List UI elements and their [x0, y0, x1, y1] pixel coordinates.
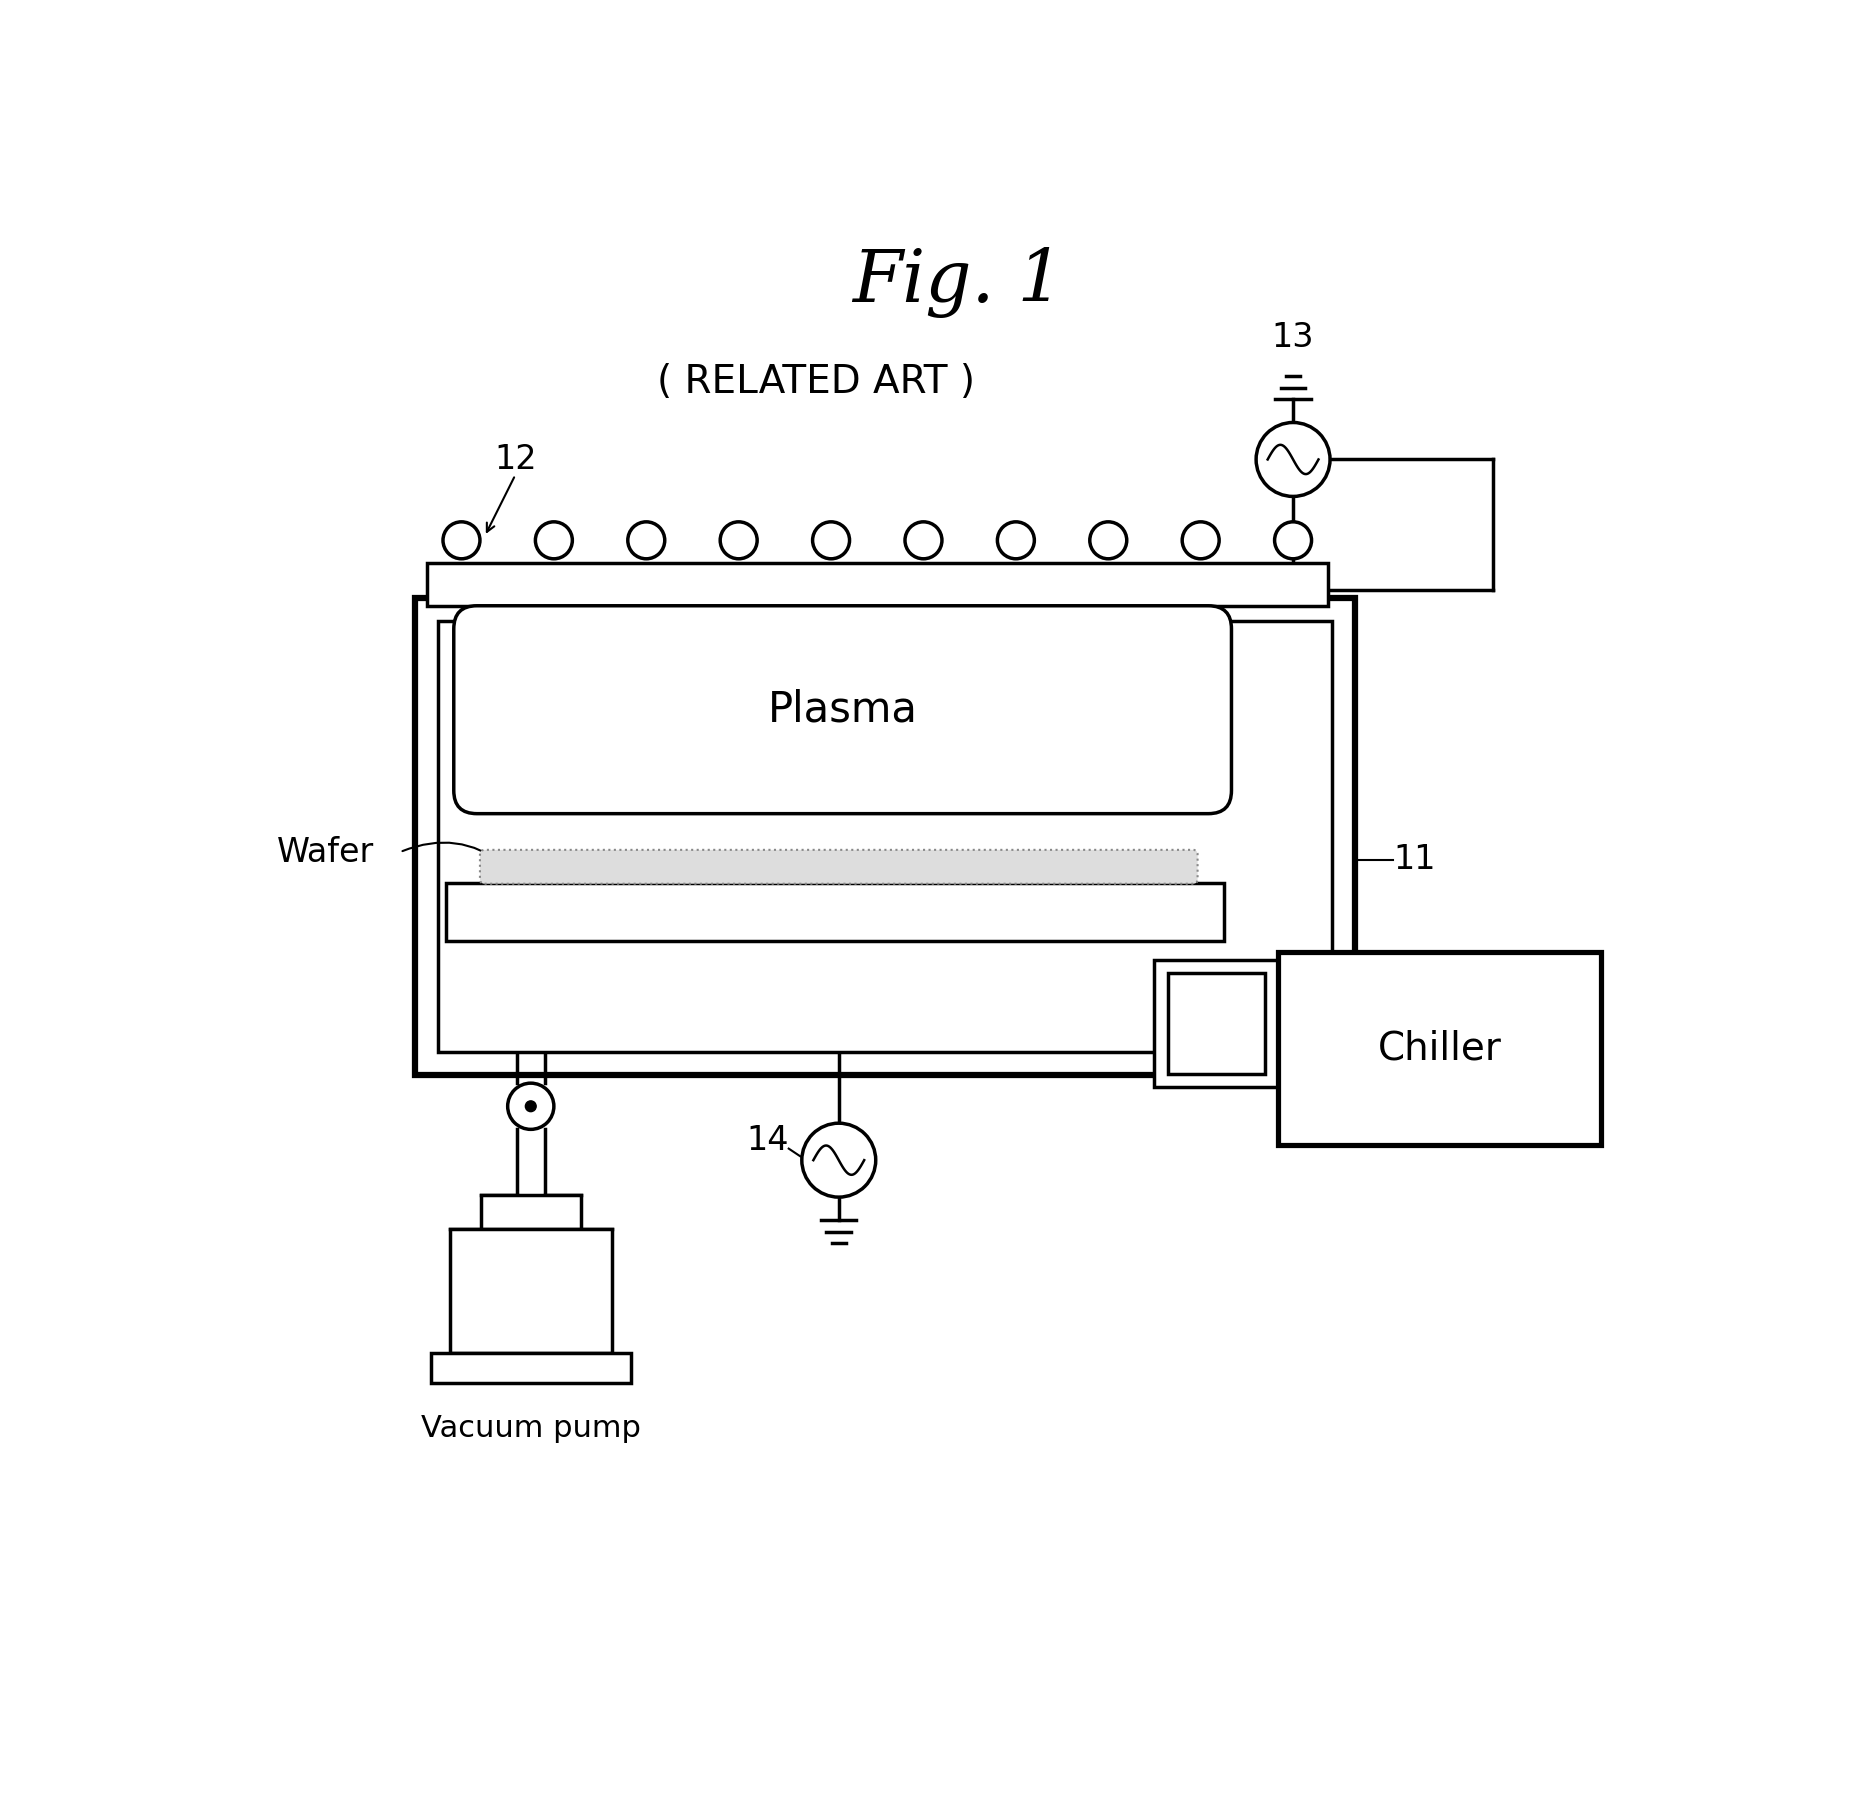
- Text: Fig. 1: Fig. 1: [852, 247, 1063, 317]
- Text: Wafer: Wafer: [276, 836, 374, 869]
- Text: ( RELATED ART ): ( RELATED ART ): [658, 363, 975, 401]
- Circle shape: [443, 522, 480, 559]
- Circle shape: [904, 522, 941, 559]
- Circle shape: [628, 522, 665, 559]
- Circle shape: [1089, 522, 1126, 559]
- Circle shape: [1255, 423, 1330, 497]
- FancyBboxPatch shape: [454, 606, 1231, 814]
- Circle shape: [536, 522, 572, 559]
- Circle shape: [525, 1101, 536, 1112]
- Bar: [426, 564, 1328, 606]
- Bar: [1278, 952, 1601, 1145]
- Circle shape: [998, 522, 1035, 559]
- Bar: [450, 1230, 611, 1353]
- Text: Chiller: Chiller: [1377, 1030, 1502, 1067]
- Text: 13: 13: [1272, 321, 1315, 354]
- Bar: [1154, 960, 1278, 1087]
- FancyBboxPatch shape: [480, 849, 1197, 883]
- Text: 12: 12: [493, 443, 536, 475]
- Circle shape: [1274, 522, 1311, 559]
- Bar: [415, 599, 1354, 1076]
- Bar: [446, 883, 1224, 941]
- Text: Plasma: Plasma: [768, 689, 917, 731]
- Bar: [1168, 972, 1265, 1074]
- Circle shape: [721, 522, 757, 559]
- Bar: [432, 1353, 631, 1384]
- Bar: [439, 620, 1332, 1052]
- Text: Vacuum pump: Vacuum pump: [420, 1415, 641, 1444]
- Circle shape: [801, 1123, 876, 1197]
- Circle shape: [1182, 522, 1220, 559]
- Circle shape: [508, 1083, 555, 1130]
- Text: 11: 11: [1394, 844, 1436, 876]
- Circle shape: [813, 522, 850, 559]
- Bar: [480, 1195, 581, 1230]
- Text: 14: 14: [745, 1125, 788, 1157]
